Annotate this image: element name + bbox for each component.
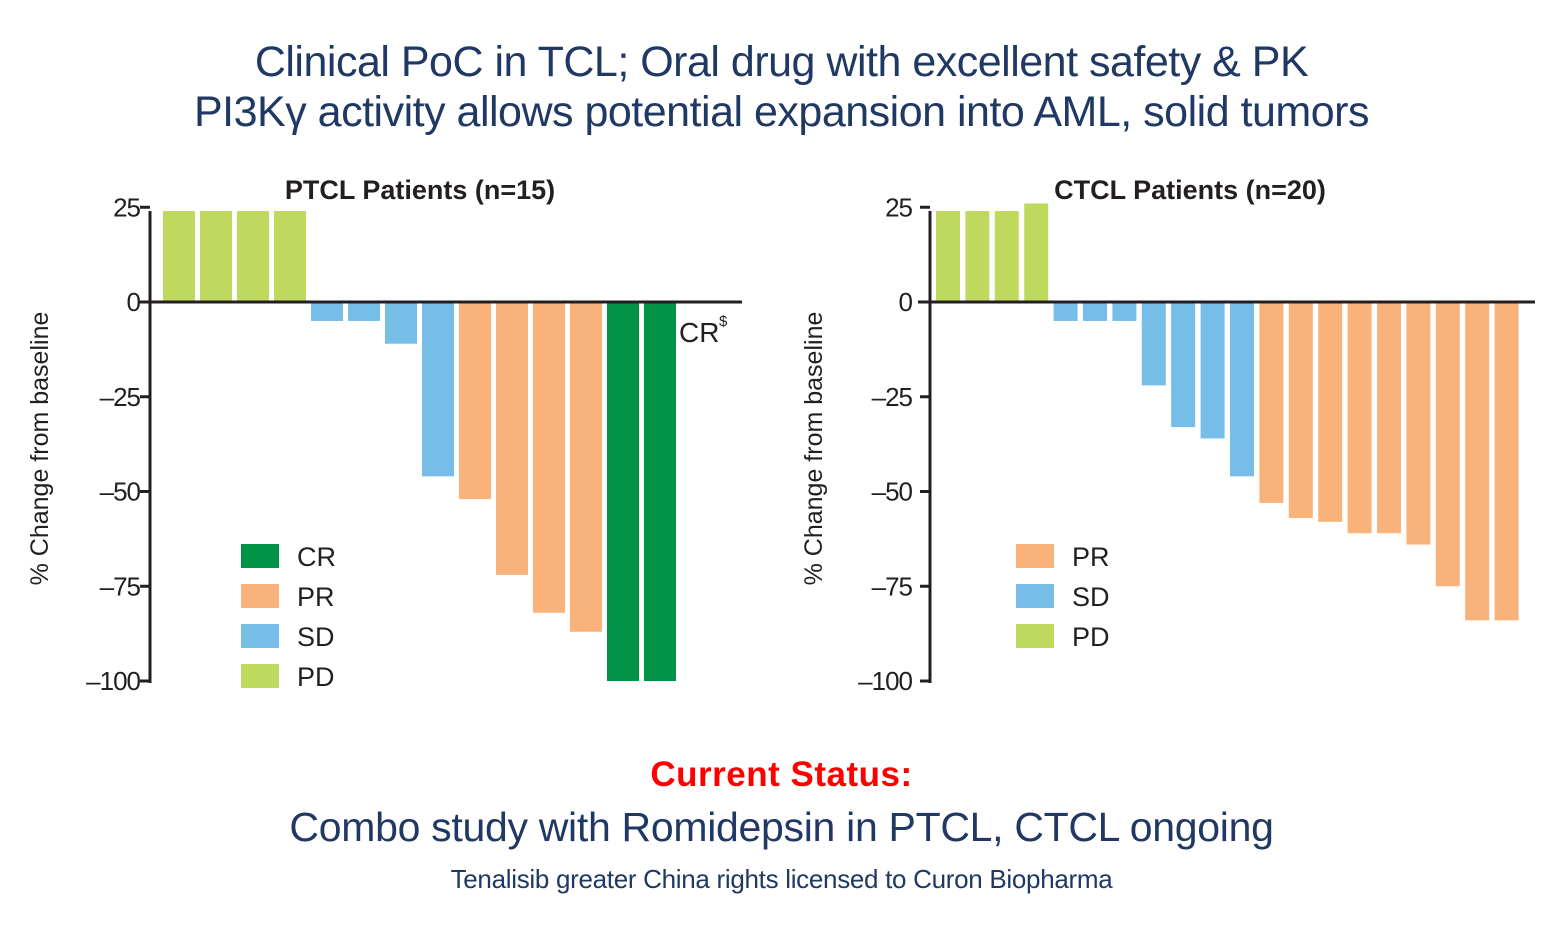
legend-label-pr: PR (297, 582, 335, 612)
bar-pr-12 (1259, 303, 1284, 503)
chart-title: PTCL Patients (n=15) (285, 175, 555, 205)
legend-label-sd: SD (297, 622, 335, 652)
legend-swatch-pd (241, 664, 279, 688)
bar-pr-16 (1377, 303, 1401, 534)
bar-sd-5 (1053, 303, 1078, 321)
y-tick-label: 25 (885, 192, 912, 222)
bar-pr-19 (1465, 303, 1490, 621)
legend-swatch-sd (1016, 584, 1054, 608)
legend-swatch-sd (241, 624, 279, 648)
chart-title: CTCL Patients (n=20) (1054, 175, 1326, 205)
bar-pd-3 (994, 211, 1019, 302)
bar-pd-4 (1024, 203, 1049, 302)
legend-label-pd: PD (297, 662, 335, 692)
legend-label-pr: PR (1072, 542, 1110, 572)
bar-sd-5 (311, 303, 343, 321)
bar-pr-12 (570, 303, 602, 632)
license-note: Tenalisib greater China rights licensed … (450, 864, 1113, 894)
y-tick-label: 0 (127, 287, 141, 317)
bar-sd-11 (1230, 303, 1254, 477)
bar-sd-8 (422, 303, 454, 477)
y-tick-label: –100 (86, 666, 140, 696)
bar-pd-2 (200, 211, 232, 302)
y-tick-label: –75 (100, 571, 141, 601)
bar-pr-20 (1494, 303, 1519, 621)
y-tick-label: 0 (899, 287, 913, 317)
bar-pr-10 (496, 303, 528, 575)
bar-pd-4 (274, 211, 306, 302)
bar-sd-10 (1200, 303, 1225, 439)
y-tick-label: –75 (872, 571, 913, 601)
bar-pr-17 (1406, 303, 1431, 545)
legend-label-cr: CR (297, 542, 336, 572)
bar-sd-7 (1112, 303, 1137, 321)
cr-annotation: CR (679, 317, 719, 348)
bar-sd-7 (385, 303, 417, 344)
bar-sd-6 (1083, 303, 1107, 321)
y-tick-label: –50 (100, 477, 141, 507)
y-tick-label: –50 (872, 477, 913, 507)
bar-pr-14 (1318, 303, 1343, 522)
ptcl-chart: PTCL Patients (n=15) % Change from baseli… (26, 175, 742, 696)
headline-line-2: PI3Kγ activity allows potential expansio… (194, 88, 1369, 136)
bar-sd-9 (1171, 303, 1196, 428)
cr-annotation-superscript: $ (719, 313, 728, 330)
ctcl-chart: CTCL Patients (n=20) % Change from baseli… (800, 175, 1535, 696)
y-tick-label: –100 (858, 666, 912, 696)
bar-pr-18 (1435, 303, 1460, 587)
legend-label-pd: PD (1072, 622, 1110, 652)
bar-sd-6 (348, 303, 380, 321)
legend-swatch-pr (1016, 544, 1054, 568)
bar-pr-11 (533, 303, 565, 613)
bar-pr-9 (459, 303, 491, 500)
bar-pd-2 (965, 211, 990, 302)
bar-cr-13 (607, 303, 639, 681)
bar-pd-1 (936, 211, 960, 302)
bar-cr-14 (644, 303, 676, 681)
legend-swatch-pr (241, 584, 279, 608)
legend-swatch-pd (1016, 624, 1054, 648)
legend-swatch-cr (241, 544, 279, 568)
current-status-heading: Current Status: (650, 755, 913, 794)
legend-label-sd: SD (1072, 582, 1110, 612)
bar-sd-8 (1141, 303, 1166, 386)
bar-pd-3 (237, 211, 269, 302)
bar-pr-13 (1288, 303, 1313, 519)
y-tick-label: –25 (100, 382, 141, 412)
current-status-text: Combo study with Romidepsin in PTCL, CTC… (289, 804, 1274, 850)
y-axis-label: % Change from baseline (800, 312, 828, 586)
headline-line-1: Clinical PoC in TCL; Oral drug with exce… (254, 38, 1309, 86)
bar-pr-15 (1347, 303, 1372, 534)
y-tick-label: 25 (113, 192, 140, 222)
y-axis-label: % Change from baseline (26, 312, 54, 586)
y-tick-label: –25 (872, 382, 913, 412)
bar-pd-1 (163, 211, 195, 302)
